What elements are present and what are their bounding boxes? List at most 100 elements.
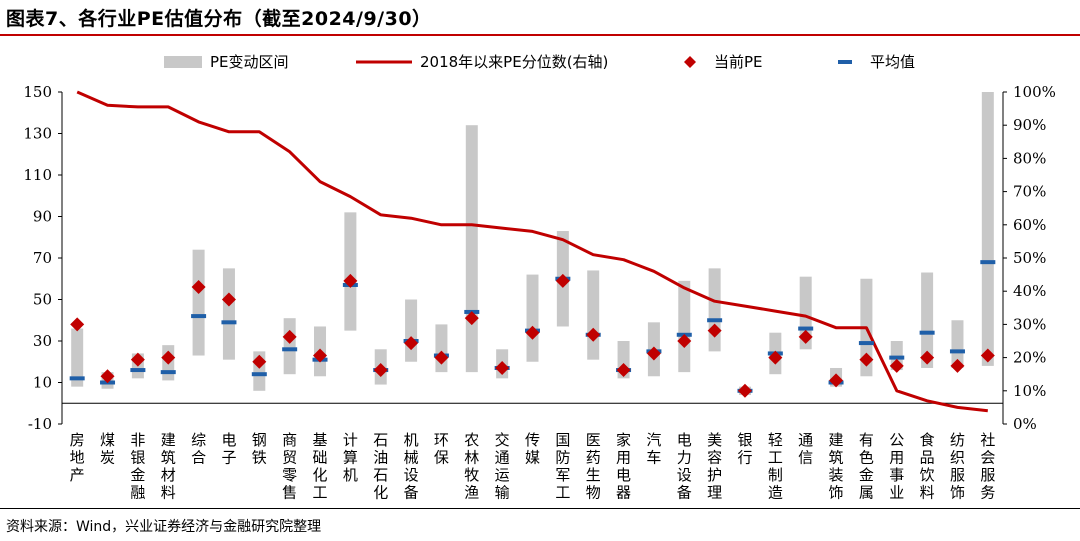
pe-range-bar	[951, 320, 964, 368]
mean-marker	[858, 341, 874, 346]
current-pe-marker	[100, 369, 115, 384]
mean-marker	[980, 260, 996, 265]
right-axis-tick-label: 30%	[1013, 315, 1046, 333]
category-label: 环保	[434, 431, 449, 467]
right-axis-tick-label: 40%	[1013, 282, 1046, 300]
left-axis-tick-label: 10	[33, 374, 52, 392]
right-axis-tick-label: 70%	[1013, 183, 1046, 201]
pe-range-bar	[465, 125, 478, 373]
category-label: 基础化工	[313, 431, 328, 502]
category-label: 纺织服饰	[950, 431, 965, 502]
current-pe-marker	[221, 292, 236, 307]
category-label: 汽车	[646, 431, 661, 467]
legend-mean-swatch	[838, 60, 852, 64]
current-pe-marker	[525, 325, 540, 340]
right-axis-tick-label: 50%	[1013, 249, 1046, 267]
left-axis-tick-label: 50	[33, 291, 52, 309]
mean-marker	[889, 355, 905, 360]
mean-marker	[949, 349, 965, 354]
chart-title: 图表7、各行业PE估值分布（截至2024/9/30）	[6, 8, 432, 30]
pe-range-bar	[405, 299, 418, 362]
left-axis-tick-label: 150	[23, 83, 52, 101]
legend-line-label: 2018年以来PE分位数(右轴)	[420, 53, 608, 71]
title-rule	[0, 34, 1080, 36]
category-label: 家用电器	[616, 431, 631, 502]
current-pe-marker	[616, 363, 631, 378]
category-label: 农林牧渔	[464, 431, 479, 502]
current-pe-marker	[737, 383, 752, 398]
left-axis-tick-label: 110	[23, 166, 52, 184]
category-label: 医药生物	[586, 431, 601, 502]
pe-range-bar	[344, 212, 357, 331]
legend: PE变动区间 2018年以来PE分位数(右轴) 当前PE 平均值	[164, 53, 915, 71]
mean-marker	[798, 326, 814, 331]
current-pe-marker	[373, 363, 388, 378]
current-pe-marker	[252, 354, 267, 369]
legend-range-label: PE变动区间	[210, 53, 289, 71]
current-pe-marker	[130, 352, 145, 367]
category-label: 交通运输	[495, 431, 510, 502]
current-pe-marker	[646, 346, 661, 361]
current-pe-marker	[920, 350, 935, 365]
pe-range-bar	[526, 274, 539, 362]
current-pe-marker	[434, 350, 449, 365]
mean-marker	[160, 370, 176, 375]
pe-range-bar	[587, 270, 600, 360]
pe-range-bar	[71, 328, 84, 387]
current-pe-marker	[313, 348, 328, 363]
left-axis-tick-label: 90	[33, 208, 52, 226]
percentile-line	[76, 90, 988, 413]
category-label: 计算机	[343, 431, 358, 484]
category-label: 食品饮料	[920, 431, 935, 502]
current-pe-marker	[555, 273, 570, 288]
left-axis-tick-label: 70	[33, 249, 52, 267]
mean-marker	[130, 368, 146, 373]
legend-range-swatch	[164, 56, 202, 68]
left-axis-tick-label: -10	[28, 415, 52, 433]
current-pe-marker	[495, 360, 510, 375]
current-pe-marker	[707, 323, 722, 338]
current-pe-marker	[768, 350, 783, 365]
current-pe-marker	[70, 317, 85, 332]
right-axis-tick-label: 20%	[1013, 349, 1046, 367]
category-label: 煤炭	[100, 431, 115, 467]
category-label: 商贸零售	[282, 431, 297, 502]
right-axis-tick-label: 0%	[1013, 415, 1037, 433]
chart: 150 130 110 90 70 50 30 10 -10 100% 90% 80% 70% 60% 50…	[23, 53, 1056, 502]
category-label: 国防军工	[555, 431, 570, 502]
right-axis-tick-label: 80%	[1013, 149, 1046, 167]
pe-range-bar	[678, 280, 691, 373]
pe-range-bar	[435, 324, 448, 373]
category-label: 轻工制造	[768, 431, 783, 502]
source-note: 资料来源：Wind，兴业证券经济与金融研究院整理	[6, 519, 322, 535]
mean-marker	[251, 372, 267, 377]
category-label: 电力设备	[677, 431, 692, 502]
left-axis-tick-label: 130	[23, 125, 52, 143]
current-pe-marker	[282, 329, 297, 344]
mean-marker	[221, 320, 237, 325]
category-label: 美容护理	[707, 431, 722, 502]
category-label: 建筑装饰	[829, 431, 844, 502]
current-pe-marker	[798, 329, 813, 344]
category-label: 有色金属	[859, 431, 874, 502]
right-axis-tick-label: 90%	[1013, 116, 1046, 134]
mean-marker	[919, 330, 935, 335]
current-pe-marker	[404, 336, 419, 351]
pe-range-bar	[981, 92, 994, 366]
mean-marker	[69, 376, 85, 381]
category-label: 公用事业	[889, 431, 904, 502]
current-pe-marker	[464, 311, 479, 326]
mean-marker	[191, 314, 207, 319]
pe-range-bar	[799, 276, 812, 350]
category-label: 电子	[221, 431, 236, 467]
footer-rule	[0, 508, 1080, 509]
pe-range-bar	[192, 249, 205, 356]
pe-range-bar	[222, 268, 235, 360]
pe-range-bar	[283, 318, 296, 375]
right-axis-tick-label: 10%	[1013, 382, 1046, 400]
current-pe-marker	[950, 358, 965, 373]
category-label: 房地产	[70, 431, 85, 484]
current-pe-marker	[829, 373, 844, 388]
mean-marker	[707, 318, 723, 323]
category-label: 银行	[737, 431, 752, 467]
